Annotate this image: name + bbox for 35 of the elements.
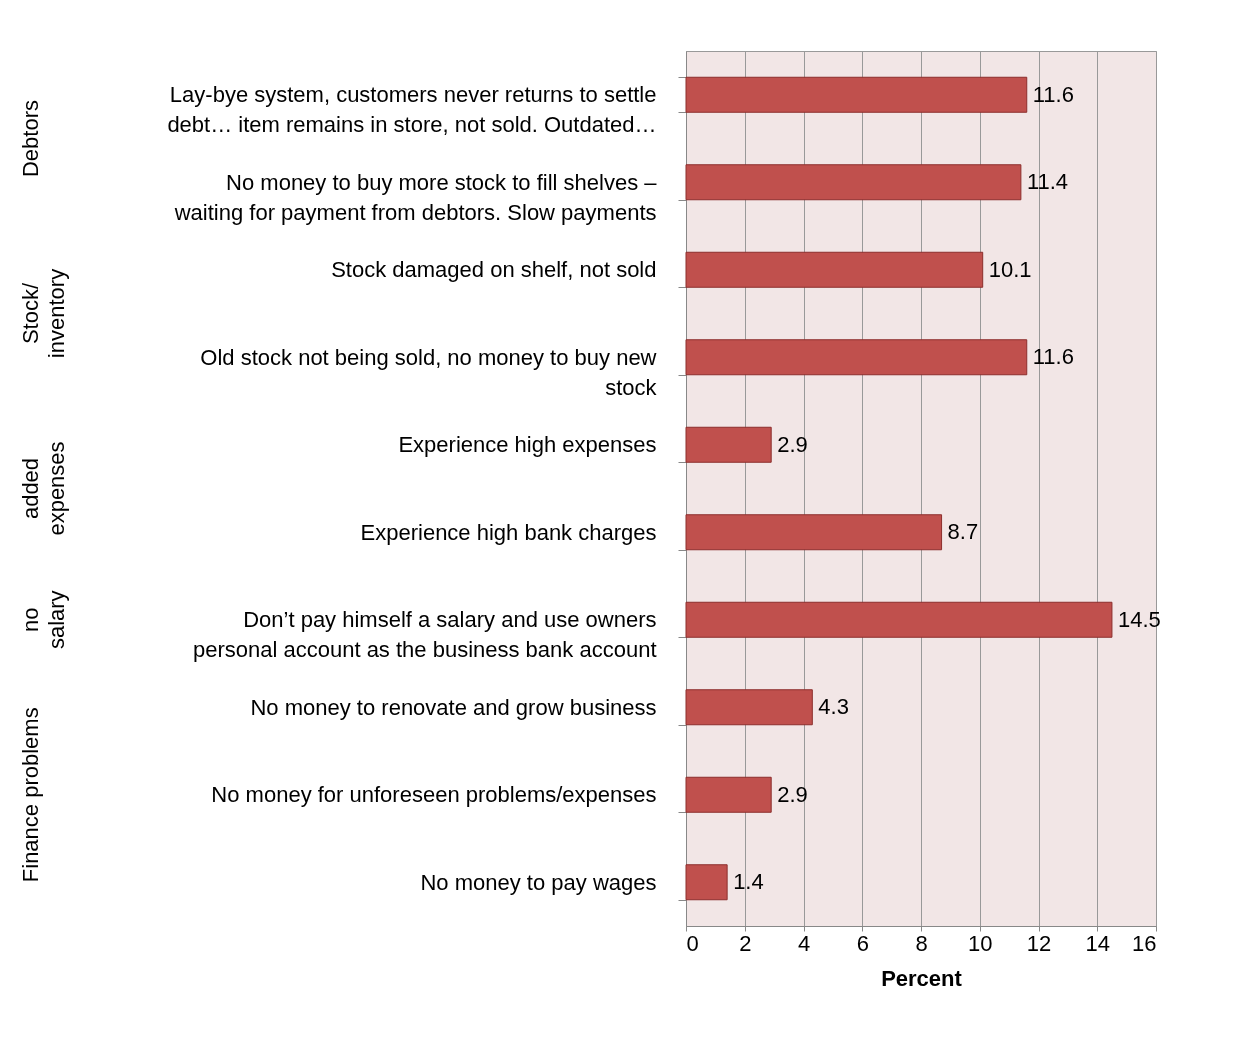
y-tick-label: Experience high expenses [398, 432, 657, 458]
text: Stock/ inventory [18, 268, 69, 359]
data-label: 2.9 [777, 781, 808, 807]
data-label: 2.9 [777, 431, 808, 457]
x-axis-title: Percent [881, 965, 963, 991]
y-tick-label: No money for unforeseen problems/expenses [211, 782, 657, 808]
text: Debtors [18, 99, 43, 178]
x-tick-label: 0 [686, 930, 699, 956]
data-label: 14.5 [1117, 606, 1161, 632]
text: added expenses [18, 441, 69, 536]
x-tick-label: 8 [915, 930, 928, 956]
data-label: 11.6 [1032, 344, 1074, 370]
data-label: 1.4 [733, 869, 764, 895]
data-label: 11.4 [1026, 169, 1069, 195]
x-tick-label: 16 [1132, 930, 1157, 956]
x-tick-label: 12 [1026, 930, 1052, 956]
x-tick-label: 10 [968, 930, 993, 956]
y-tick-label: Experience high bank charges [360, 519, 657, 545]
y-tick-label: Old stock not being sold, no money to buy new stock [200, 344, 658, 400]
x-tick-label: 2 [739, 930, 752, 956]
y-tick-label: No money to renovate and grow business [250, 694, 657, 720]
data-label: 11.6 [1032, 81, 1074, 107]
text: Finance problems [18, 707, 43, 883]
text: no salary [18, 590, 69, 650]
y-tick-label: No money to buy more stock to fill shelves – waiting for payment from debtors. Slow payments [173, 169, 658, 225]
data-label: 8.7 [947, 519, 979, 545]
x-tick-label: 6 [856, 930, 869, 956]
y-tick-label: Don’t pay himself a salary and use owners personal account as the business bank account [192, 607, 657, 663]
y-tick-label: No money to pay wages [420, 869, 657, 895]
data-label: 4.3 [818, 694, 849, 720]
x-tick-label: 4 [797, 930, 811, 956]
y-tick-label: Stock damaged on shelf, not sold [331, 257, 657, 283]
data-label: 10.1 [988, 256, 1032, 282]
y-tick-label: Lay-bye system, customers never returns to settle debt… item remains in store, not sold. Outdated… [167, 82, 657, 138]
x-tick-label: 14 [1085, 930, 1110, 956]
